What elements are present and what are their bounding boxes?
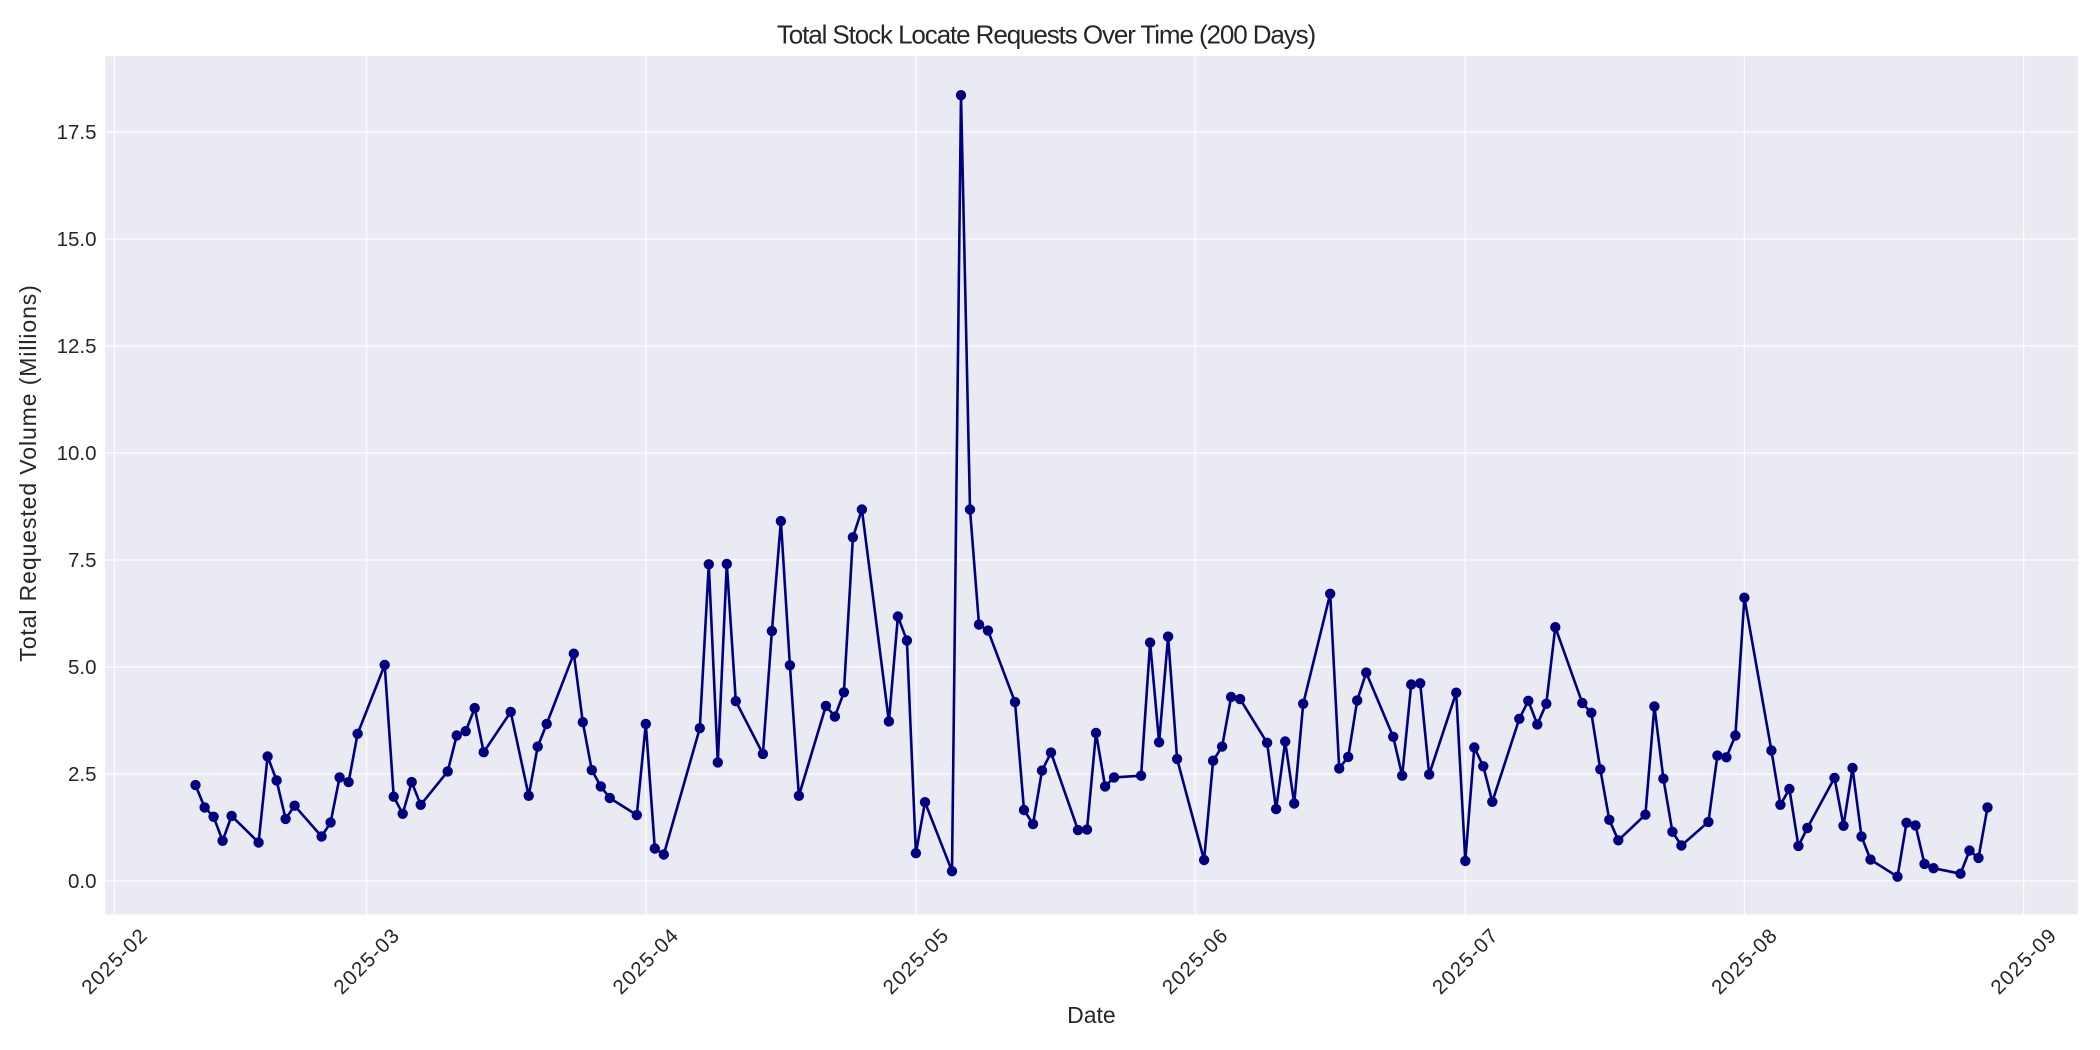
svg-text:2.5: 2.5: [68, 763, 97, 786]
svg-text:10.0: 10.0: [57, 442, 97, 465]
svg-text:15.0: 15.0: [57, 228, 97, 251]
svg-text:0.0: 0.0: [68, 870, 97, 893]
svg-text:17.5: 17.5: [57, 121, 97, 144]
svg-text:7.5: 7.5: [68, 549, 97, 572]
svg-text:Total Requested Volume (Millio: Total Requested Volume (Millions): [15, 284, 41, 661]
svg-text:Total Stock Locate Requests Ov: Total Stock Locate Requests Over Time (2…: [777, 20, 1316, 50]
svg-text:5.0: 5.0: [68, 656, 97, 679]
svg-text:Date: Date: [1067, 1002, 1116, 1028]
svg-text:12.5: 12.5: [57, 335, 97, 358]
